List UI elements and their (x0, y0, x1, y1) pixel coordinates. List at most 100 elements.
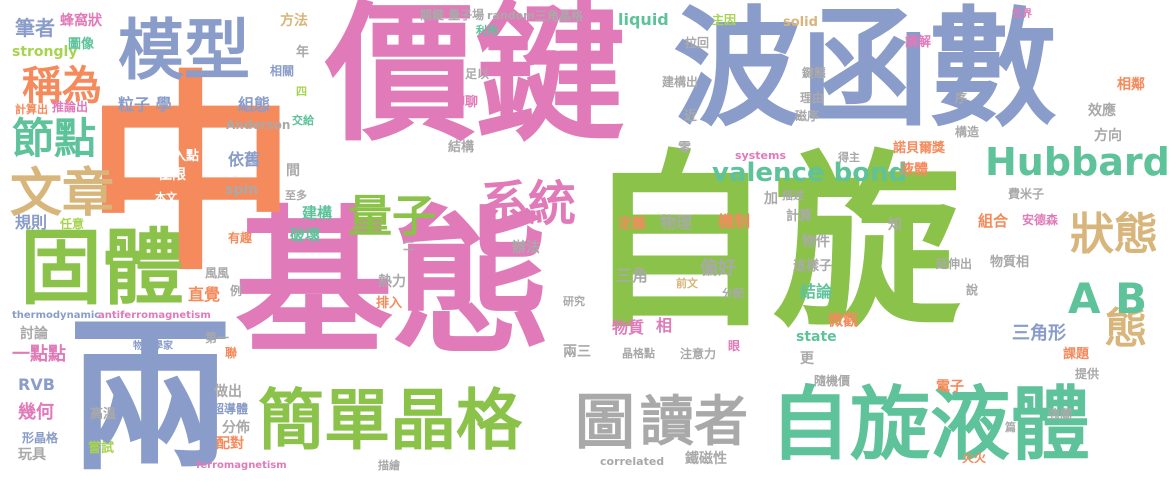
word-xiaoying: 效應 (1088, 103, 1116, 119)
word-xiangguan: 相關 (270, 64, 295, 78)
word-zuhe: 組合 (978, 212, 1009, 230)
word-strongly: strongly (12, 44, 78, 60)
word-taolun: 討論 (20, 326, 48, 342)
word-jiangou: 建構 (302, 204, 333, 222)
word-valence-bond: valence bond (712, 158, 908, 188)
word-geng: 更 (800, 351, 814, 367)
word-reli: 熱力 (378, 274, 406, 290)
word-qiangguan: 強關 (1048, 407, 1073, 421)
word-zhijue: 直覺 (188, 285, 221, 304)
word-jian: 間 (286, 163, 300, 179)
word-nian: 年 (296, 45, 310, 60)
word-jinggedian: 晶格點 (622, 347, 655, 360)
word-jiangjie: 講解 (905, 35, 932, 50)
word-ferromagnetism: ferromagnetism (196, 460, 287, 471)
word-peidui: 配對 (216, 436, 244, 452)
word-spin: spin (225, 182, 259, 198)
word-chaodaoti: 超導體 (212, 402, 249, 416)
word-jiedian: 節點 (12, 114, 97, 163)
word-liquid: liquid (618, 10, 669, 29)
word-state: state (796, 329, 837, 345)
word-bizhe: 筆者 (15, 16, 55, 40)
word-lingge: 零 (678, 141, 692, 156)
word-yidiandian-h: 一點點 (12, 344, 66, 365)
word-suijijia: 隨機價 (814, 374, 851, 388)
word-wanju: 玩具 (18, 447, 46, 463)
word-solid: solid (783, 15, 818, 30)
word-li: 例 (230, 284, 243, 298)
word-zugou: 足以 (465, 67, 490, 81)
word-anderson: Anderson (226, 118, 291, 132)
word-rvb: RVB (18, 375, 55, 394)
word-jiandan-jingge: 簡單晶格 (258, 382, 522, 459)
word-yijiu: 依舊 (228, 150, 261, 169)
word-yan: 眼 (728, 339, 741, 353)
word-youqu: 有趣 (228, 231, 253, 245)
word-gaowen: 高溫 (90, 407, 117, 422)
word-thermodynamic: thermodynamic (12, 310, 101, 321)
word-lizixue: 粒子 學 (118, 95, 172, 114)
word-liaoliao: 聊聊 (452, 95, 479, 110)
word-duzhe: 讀者 (640, 390, 748, 453)
word-xitong: 系統 (480, 176, 577, 232)
word-ab: A B (1068, 274, 1148, 323)
word-paiyu: 排入 (376, 296, 403, 311)
word-liang: 兩 (68, 301, 233, 482)
word-si: 四 (296, 85, 307, 98)
word-chengwei: 稱為 (22, 63, 102, 109)
word-zixuan: 自旋 (585, 134, 961, 353)
word-wuli: 物理 (660, 213, 693, 232)
word-wujian: 物件 (802, 234, 830, 250)
word-zuochu: 做出 (214, 384, 242, 400)
word-lian: 聯 (225, 346, 238, 360)
word-fenpei: 分配 (722, 287, 744, 300)
word-zhiduo: 至多 (285, 189, 307, 202)
word-shuo: 說 (966, 283, 979, 297)
word-jitai: 基態 (235, 192, 551, 376)
word-xiang: 相 (656, 316, 673, 335)
word-wuzhi: 物質 (612, 318, 645, 337)
word-qianwen: 前文 (676, 277, 698, 290)
word-xianglin: 相鄰 (1117, 77, 1145, 93)
word-xiaomo: 費米子 (1008, 187, 1045, 201)
word-antiferro: antiferromagnetism (98, 310, 211, 321)
word-de: 得主 (838, 151, 860, 164)
word-dingyi: 定義 (618, 216, 646, 232)
word-jizhi: 機制 (718, 212, 751, 231)
word-keti: 課題 (1063, 347, 1090, 362)
word-jielun: 結論 (800, 282, 833, 301)
word-miaoshu: 描述 (782, 189, 804, 202)
word-jiangoushu: 建構出 (662, 75, 699, 89)
word-guti: 固體 (20, 221, 185, 316)
word-yanshenchu: 延伸出 (936, 257, 973, 271)
word-tiecixing: 鐵磁性 (685, 451, 727, 467)
word-weiguan: 微觀 (828, 311, 859, 329)
word-xingjingge: 形晶格 (22, 431, 59, 445)
word-diyi: 第一 (205, 331, 230, 345)
word-jiegou: 結構 (448, 140, 475, 155)
word-huoji: 火火 (962, 451, 987, 465)
word-wulixuejia: 物理學家 (133, 341, 173, 352)
word-tai: 態 (1105, 304, 1148, 353)
word-correlated: correlated (600, 455, 665, 468)
word-liangsan: 兩三 (563, 344, 591, 360)
word-wenzhang: 文章 (10, 164, 115, 224)
word-dianzi: 電子 (936, 379, 964, 395)
word-lichu: 理由 (800, 91, 825, 105)
word-fenbu: 分佈 (222, 420, 250, 436)
word-nuobeier: 諾貝爾獎 (893, 141, 946, 156)
word-fengwozhuang: 蜂窩狀 (60, 13, 102, 29)
word-cixu: 磁序 (795, 109, 820, 123)
word-sanjiao: 三角 (616, 266, 649, 285)
word-yanjiu: 研究 (563, 295, 585, 308)
word-jisuan: 計算 (786, 209, 813, 224)
word-jia: 加 (764, 191, 778, 207)
word-liyong: 利用 (476, 24, 498, 37)
word-jin: 近 (684, 109, 698, 124)
word-fengfeng: 風風 (205, 266, 230, 280)
word-wuzhixiang: 物質相 (990, 255, 1030, 270)
word-miaohui: 描繪 (378, 459, 400, 472)
word-tu: 圖 (575, 388, 635, 458)
word-shijie: 世界 (1012, 9, 1032, 20)
